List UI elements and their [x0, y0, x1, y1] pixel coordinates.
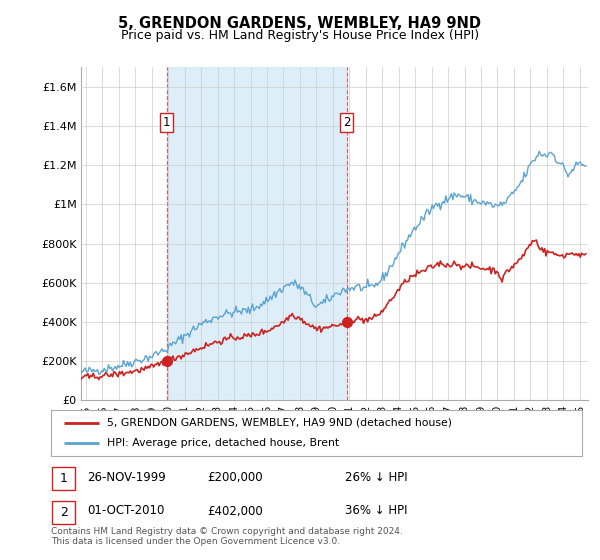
Text: 5, GRENDON GARDENS, WEMBLEY, HA9 9ND (detached house): 5, GRENDON GARDENS, WEMBLEY, HA9 9ND (de…	[107, 418, 452, 428]
Text: £200,000: £200,000	[207, 471, 263, 484]
Bar	[52, 467, 75, 490]
Text: 01-OCT-2010: 01-OCT-2010	[87, 505, 164, 517]
Text: 26-NOV-1999: 26-NOV-1999	[87, 471, 166, 484]
Text: 36% ↓ HPI: 36% ↓ HPI	[345, 505, 407, 517]
Text: Contains HM Land Registry data © Crown copyright and database right 2024.
This d: Contains HM Land Registry data © Crown c…	[51, 526, 403, 546]
Text: 26% ↓ HPI: 26% ↓ HPI	[345, 471, 407, 484]
Bar	[167, 67, 347, 400]
Text: Price paid vs. HM Land Registry's House Price Index (HPI): Price paid vs. HM Land Registry's House …	[121, 29, 479, 42]
Bar	[52, 501, 75, 524]
Text: 2: 2	[59, 506, 68, 519]
Text: HPI: Average price, detached house, Brent: HPI: Average price, detached house, Bren…	[107, 438, 339, 449]
Text: £402,000: £402,000	[207, 505, 263, 517]
Text: 5, GRENDON GARDENS, WEMBLEY, HA9 9ND: 5, GRENDON GARDENS, WEMBLEY, HA9 9ND	[119, 16, 482, 31]
Text: 2: 2	[343, 115, 350, 129]
Text: 1: 1	[163, 115, 170, 129]
Text: 1: 1	[59, 472, 68, 485]
